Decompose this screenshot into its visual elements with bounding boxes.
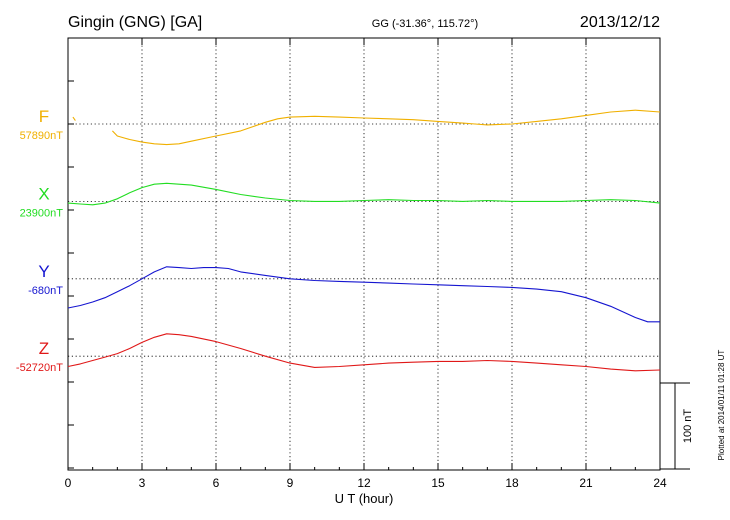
x-tick-label: 18: [505, 476, 519, 490]
station-title: Gingin (GNG) [GA]: [68, 14, 202, 31]
x-tick-label: 0: [65, 476, 72, 490]
x-tick-label: 12: [357, 476, 371, 490]
grid-lines: [68, 38, 660, 470]
series-line-f: [112, 109, 661, 146]
baseline-value-x: 23900nT: [20, 207, 64, 219]
plot-date: 2013/12/12: [580, 14, 660, 31]
component-letter-y: Y: [38, 262, 49, 281]
series-line-x: [67, 182, 661, 206]
x-tick-label: 21: [579, 476, 593, 490]
baseline-value-y: -680nT: [28, 285, 63, 297]
series-lines: [67, 109, 661, 372]
series-line-y: [67, 266, 660, 323]
component-letter-z: Z: [39, 339, 49, 358]
baseline-value-z: -52720nT: [16, 362, 63, 374]
x-tick-label: 15: [431, 476, 445, 490]
component-letter-f: F: [39, 107, 49, 126]
component-letter-x: X: [38, 184, 49, 203]
x-tick-label: 3: [139, 476, 146, 490]
series-line-f: [72, 116, 76, 121]
axis-ticks: 0 3 6 9 12 15 18 21 24: [65, 38, 667, 490]
station-coordinates: GG (-31.36°, 115.72°): [372, 18, 478, 30]
series-line-z: [67, 333, 661, 372]
scale-bar-label: 100 nT: [682, 409, 694, 444]
series-labels: F 57890nT X 23900nT Y -680nT Z -52720nT: [16, 107, 63, 374]
scale-bar: 100 nT: [660, 382, 694, 470]
x-tick-label: 6: [213, 476, 220, 490]
baseline-value-f: 57890nT: [20, 130, 64, 142]
plotted-at-note: Plotted at 2014/01/11 01:28 UT: [717, 350, 726, 461]
x-tick-label: 9: [287, 476, 294, 490]
x-axis-label: U T (hour): [335, 491, 394, 506]
x-tick-label: 24: [653, 476, 667, 490]
